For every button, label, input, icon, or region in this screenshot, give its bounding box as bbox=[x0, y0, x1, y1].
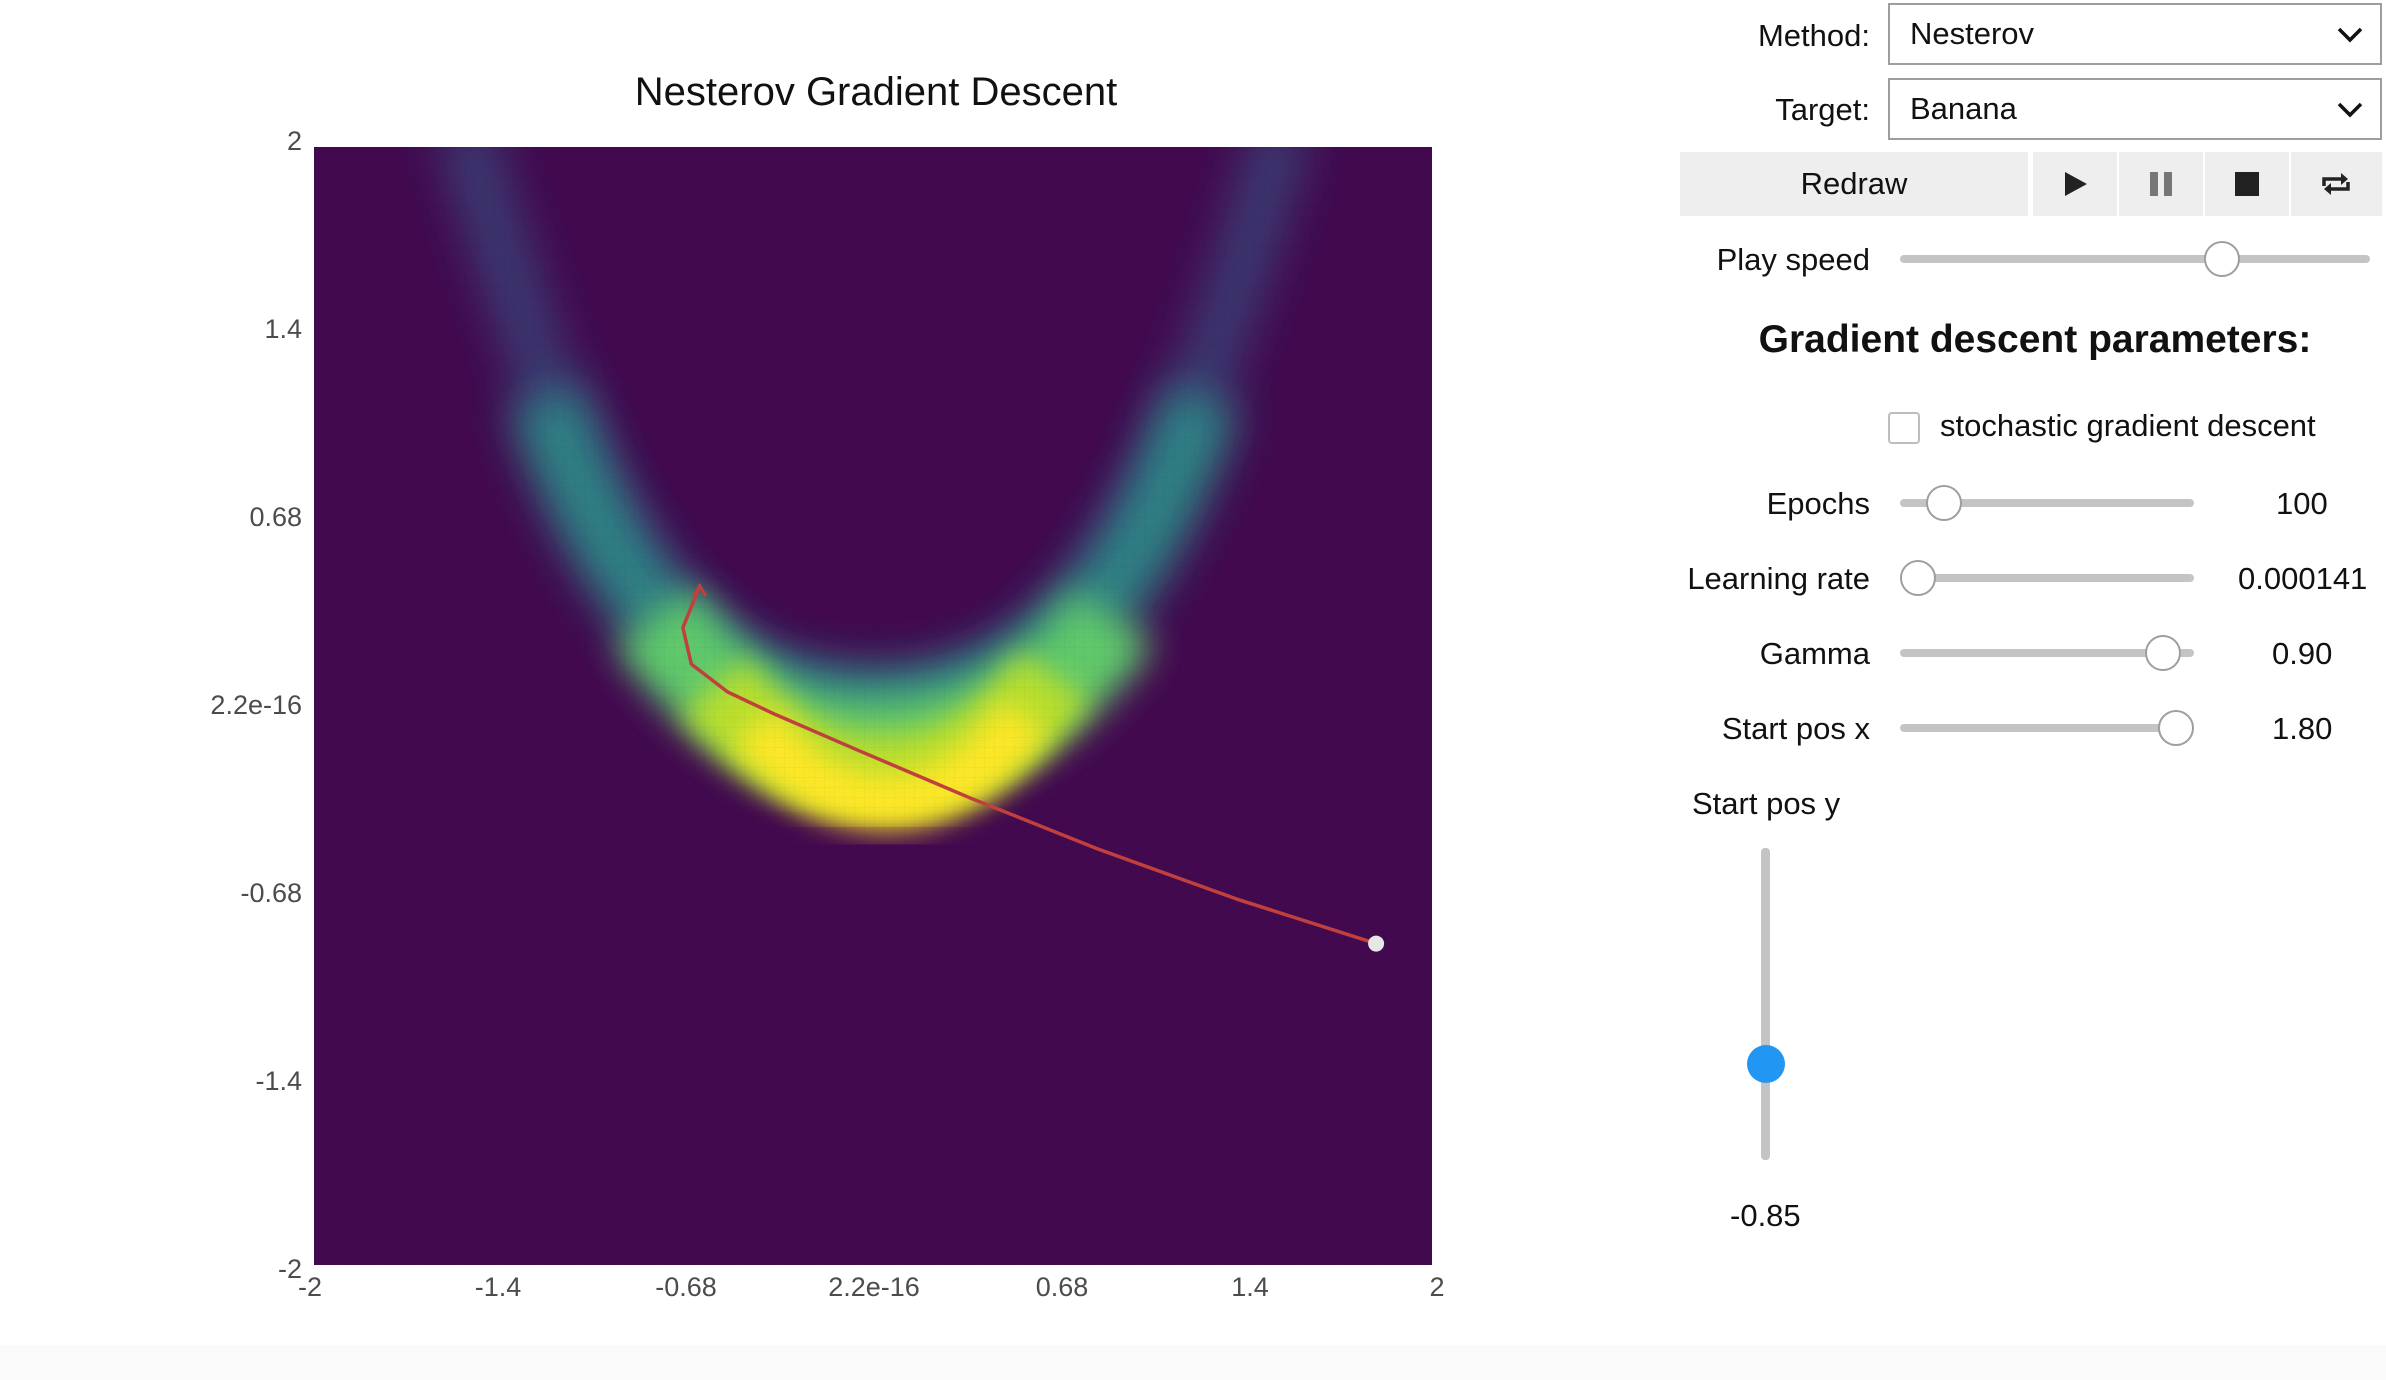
epochs-value: 100 bbox=[2276, 486, 2328, 521]
stop-button[interactable] bbox=[2205, 152, 2289, 216]
plot-title: Nesterov Gradient Descent bbox=[634, 70, 1118, 114]
redraw-button[interactable]: Redraw bbox=[1680, 152, 2028, 216]
y-tick-label: 2.2e-16 bbox=[210, 690, 302, 720]
method-select[interactable]: Nesterov bbox=[1888, 3, 2382, 65]
y-tick-label: 0.68 bbox=[249, 502, 302, 532]
y-tick-label: -0.68 bbox=[240, 878, 302, 908]
x-tick-label: -0.68 bbox=[655, 1272, 717, 1302]
x-tick-label: 2 bbox=[1429, 1272, 1445, 1302]
learning-rate-slider[interactable] bbox=[1900, 574, 2194, 582]
epochs-handle[interactable] bbox=[1925, 485, 1962, 521]
epochs-slider[interactable] bbox=[1900, 499, 2194, 507]
learning-rate-value: 0.000141 bbox=[2238, 561, 2368, 596]
params-heading: Gradient descent parameters: bbox=[1758, 318, 2312, 361]
start-y-label: Start pos y bbox=[1692, 786, 1841, 821]
x-tick-label: 1.4 bbox=[1231, 1272, 1269, 1302]
heatmap-plot[interactable] bbox=[314, 147, 1432, 1265]
y-tick-label: -1.4 bbox=[255, 1066, 302, 1096]
epochs-label: Epochs bbox=[1766, 486, 1870, 521]
sgd-checkbox[interactable] bbox=[1888, 412, 1920, 444]
method-label: Method: bbox=[1757, 18, 1870, 53]
heatmap-svg bbox=[314, 147, 1432, 1265]
pause-icon bbox=[2150, 172, 2172, 196]
play-speed-label: Play speed bbox=[1716, 242, 1870, 277]
start-x-handle[interactable] bbox=[2158, 710, 2194, 746]
gamma-value: 0.90 bbox=[2272, 636, 2333, 671]
start-x-slider[interactable] bbox=[1900, 724, 2194, 732]
y-tick-label: -2 bbox=[277, 1254, 302, 1284]
target-select[interactable]: Banana bbox=[1888, 78, 2382, 140]
stop-icon bbox=[2235, 172, 2259, 196]
pixel-grid bbox=[314, 147, 1432, 1265]
y-tick-label: 1.4 bbox=[264, 314, 302, 344]
learning-rate-label: Learning rate bbox=[1687, 561, 1870, 596]
gamma-label: Gamma bbox=[1759, 636, 1870, 671]
descent-path bbox=[681, 584, 1378, 946]
gamma-handle[interactable] bbox=[2145, 635, 2182, 671]
play-speed-handle[interactable] bbox=[2203, 241, 2240, 277]
play-speed-slider[interactable] bbox=[1900, 255, 2370, 263]
repeat-icon bbox=[2322, 173, 2350, 195]
page-footer-strip bbox=[0, 1345, 2386, 1380]
start-x-value: 1.80 bbox=[2272, 711, 2333, 746]
pause-button[interactable] bbox=[2119, 152, 2203, 216]
y-tick-label: 2 bbox=[286, 126, 302, 156]
play-button[interactable] bbox=[2033, 152, 2117, 216]
x-tick-label: -1.4 bbox=[474, 1272, 522, 1302]
gamma-slider[interactable] bbox=[1900, 649, 2194, 657]
start-y-value: -0.85 bbox=[1730, 1198, 1801, 1233]
x-tick-label: 2.2e-16 bbox=[828, 1272, 920, 1302]
target-value: Banana bbox=[1910, 91, 2017, 126]
method-value: Nesterov bbox=[1910, 16, 2035, 51]
start-x-label: Start pos x bbox=[1721, 711, 1870, 746]
path-end-arrow bbox=[692, 582, 707, 597]
target-label: Target: bbox=[1775, 92, 1870, 127]
loop-button[interactable] bbox=[2291, 152, 2382, 216]
start-y-handle[interactable] bbox=[1747, 1045, 1785, 1084]
start-y-slider[interactable] bbox=[1761, 848, 1770, 1160]
play-icon bbox=[2065, 172, 2087, 196]
x-tick-label: 0.68 bbox=[1035, 1272, 1089, 1302]
start-point-marker[interactable] bbox=[1368, 935, 1385, 952]
chevron-down-icon bbox=[2337, 102, 2363, 118]
sgd-label: stochastic gradient descent bbox=[1940, 408, 2316, 443]
chevron-down-icon bbox=[2337, 27, 2363, 43]
learning-rate-handle[interactable] bbox=[1900, 560, 1936, 596]
x-tick-label: -2 bbox=[297, 1272, 322, 1302]
